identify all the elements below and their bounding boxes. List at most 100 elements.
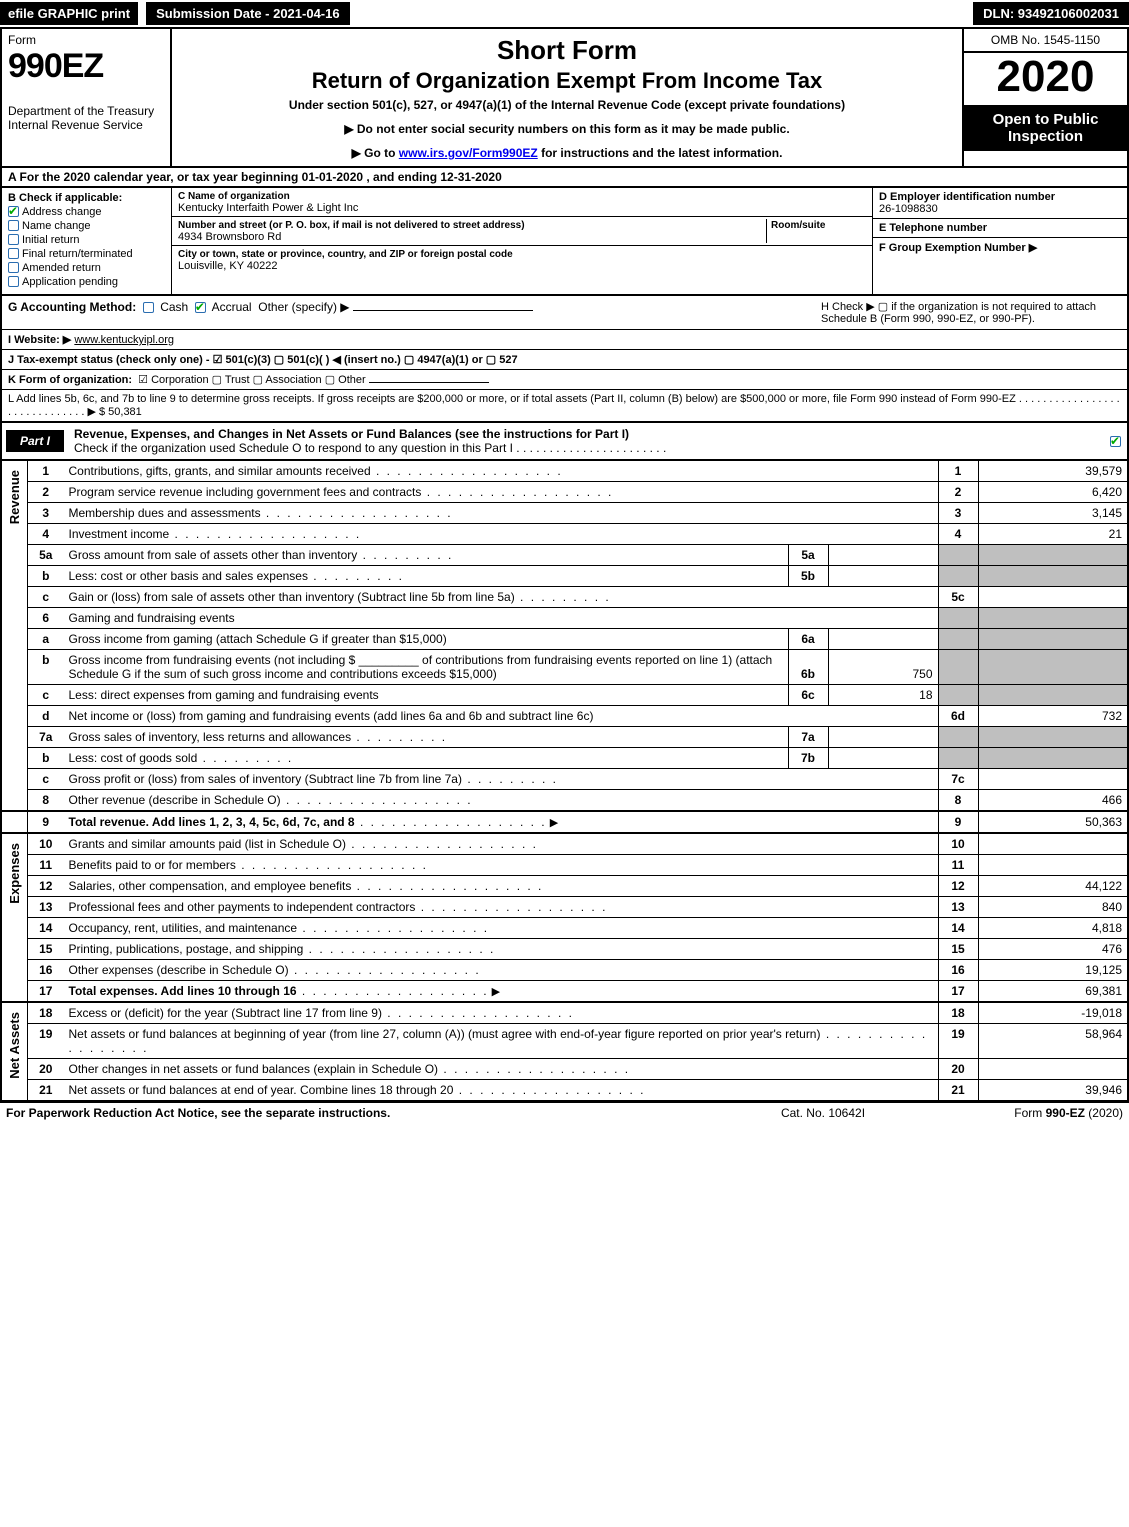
line-6d-val: 732 <box>978 706 1128 727</box>
efile-graphic-print-label[interactable]: efile GRAPHIC print <box>0 2 138 25</box>
line-5a-sv <box>828 545 938 566</box>
dln-label: DLN: 93492106002031 <box>973 2 1129 25</box>
checkbox-icon[interactable] <box>8 220 19 231</box>
line-11-desc: Benefits paid to or for members <box>64 855 939 876</box>
group-exemption-cell: F Group Exemption Number ▶ <box>873 238 1127 257</box>
line-10-colnum: 10 <box>938 833 978 855</box>
checkbox-icon[interactable] <box>8 262 19 273</box>
chk-final-return[interactable]: Final return/terminated <box>8 248 165 260</box>
line-7c-desc: Gross profit or (loss) from sales of inv… <box>64 769 939 790</box>
accounting-method: G Accounting Method: Cash Accrual Other … <box>8 300 821 314</box>
line-4-desc: Investment income <box>64 524 939 545</box>
line-15-colnum: 15 <box>938 939 978 960</box>
street: 4934 Brownsboro Rd <box>178 231 281 243</box>
line-1-val: 39,579 <box>978 461 1128 482</box>
line-7b-sv <box>828 748 938 769</box>
subtitle: Under section 501(c), 527, or 4947(a)(1)… <box>182 98 952 112</box>
line-num: d <box>28 706 64 727</box>
header-right: OMB No. 1545-1150 2020 Open to Public In… <box>962 29 1127 166</box>
irs-link[interactable]: www.irs.gov/Form990EZ <box>399 146 538 160</box>
line-7a-sn: 7a <box>788 727 828 748</box>
chk-amended-return[interactable]: Amended return <box>8 262 165 274</box>
checkbox-icon[interactable] <box>8 234 19 245</box>
dept-treasury: Department of the Treasury <box>8 104 164 118</box>
grey-cell <box>938 685 978 706</box>
line-12-desc: Salaries, other compensation, and employ… <box>64 876 939 897</box>
line-14-colnum: 14 <box>938 918 978 939</box>
part-1-check-line: Check if the organization used Schedule … <box>74 441 666 455</box>
k-other-input[interactable] <box>369 382 489 383</box>
line-18-val: -19,018 <box>978 1002 1128 1024</box>
grey-cell <box>978 727 1128 748</box>
line-19-desc: Net assets or fund balances at beginning… <box>64 1024 939 1059</box>
h-schedule-b: H Check ▶ ▢ if the organization is not r… <box>821 300 1121 325</box>
line-11-val <box>978 855 1128 876</box>
netassets-side-label: Net Assets <box>1 1002 28 1101</box>
line-num: 17 <box>28 981 64 1003</box>
website-value[interactable]: www.kentuckyipl.org <box>74 334 174 346</box>
grey-cell <box>978 685 1128 706</box>
line-12-val: 44,122 <box>978 876 1128 897</box>
chk-initial-return[interactable]: Initial return <box>8 234 165 246</box>
line-num: c <box>28 769 64 790</box>
section-b-label: B Check if applicable: <box>8 192 122 204</box>
line-2-desc: Program service revenue including govern… <box>64 482 939 503</box>
g-other-input[interactable] <box>353 310 533 311</box>
checkbox-icon[interactable] <box>1110 436 1121 447</box>
line-6a-desc: Gross income from gaming (attach Schedul… <box>64 629 789 650</box>
line-num: 11 <box>28 855 64 876</box>
street-label: Number and street (or P. O. box, if mail… <box>178 220 525 231</box>
chk-name-change[interactable]: Name change <box>8 220 165 232</box>
line-3-colnum: 3 <box>938 503 978 524</box>
line-6-desc: Gaming and fundraising events <box>64 608 939 629</box>
line-16-val: 19,125 <box>978 960 1128 981</box>
website-label: I Website: ▶ <box>8 334 71 346</box>
k-opts: ☑ Corporation ▢ Trust ▢ Association ▢ Ot… <box>138 374 366 386</box>
top-bar: efile GRAPHIC print Submission Date - 20… <box>0 0 1129 29</box>
line-num: 5a <box>28 545 64 566</box>
line-5c-val <box>978 587 1128 608</box>
checkbox-icon[interactable] <box>195 302 206 313</box>
line-8-val: 466 <box>978 790 1128 812</box>
line-7b-desc: Less: cost of goods sold <box>64 748 789 769</box>
line-6a-sv <box>828 629 938 650</box>
line-9-colnum: 9 <box>938 811 978 833</box>
line-2-colnum: 2 <box>938 482 978 503</box>
line-num: 21 <box>28 1080 64 1102</box>
line-num: 2 <box>28 482 64 503</box>
line-7b-sn: 7b <box>788 748 828 769</box>
spacer <box>1 811 28 833</box>
checkbox-icon[interactable] <box>143 302 154 313</box>
footer-formref: Form 990-EZ (2020) <box>923 1106 1123 1120</box>
part-1-checkbox[interactable] <box>1107 434 1127 448</box>
line-6d-colnum: 6d <box>938 706 978 727</box>
line-num: 4 <box>28 524 64 545</box>
line-8-desc: Other revenue (describe in Schedule O) <box>64 790 939 812</box>
checkbox-icon[interactable] <box>8 206 19 217</box>
checkbox-icon[interactable] <box>8 248 19 259</box>
line-7a-sv <box>828 727 938 748</box>
line-num: a <box>28 629 64 650</box>
line-5c-desc: Gain or (loss) from sale of assets other… <box>64 587 939 608</box>
row-g-h: G Accounting Method: Cash Accrual Other … <box>0 296 1129 330</box>
line-num: 3 <box>28 503 64 524</box>
phone-label: E Telephone number <box>879 222 987 234</box>
line-14-desc: Occupancy, rent, utilities, and maintena… <box>64 918 939 939</box>
tax-year: 2020 <box>964 53 1127 105</box>
row-l-gross-receipts: L Add lines 5b, 6c, and 7b to line 9 to … <box>0 390 1129 423</box>
line-16-colnum: 16 <box>938 960 978 981</box>
chk-address-change[interactable]: Address change <box>8 206 165 218</box>
checkbox-icon[interactable] <box>8 276 19 287</box>
line-21-val: 39,946 <box>978 1080 1128 1102</box>
line-6c-desc: Less: direct expenses from gaming and fu… <box>64 685 789 706</box>
line-num: 20 <box>28 1059 64 1080</box>
line-3-desc: Membership dues and assessments <box>64 503 939 524</box>
chk-application-pending[interactable]: Application pending <box>8 276 165 288</box>
street-cell: Number and street (or P. O. box, if mail… <box>172 217 872 246</box>
line-16-desc: Other expenses (describe in Schedule O) <box>64 960 939 981</box>
grey-cell <box>978 650 1128 685</box>
line-num: 18 <box>28 1002 64 1024</box>
info-grid: B Check if applicable: Address change Na… <box>0 188 1129 296</box>
grey-cell <box>938 545 978 566</box>
line-18-colnum: 18 <box>938 1002 978 1024</box>
